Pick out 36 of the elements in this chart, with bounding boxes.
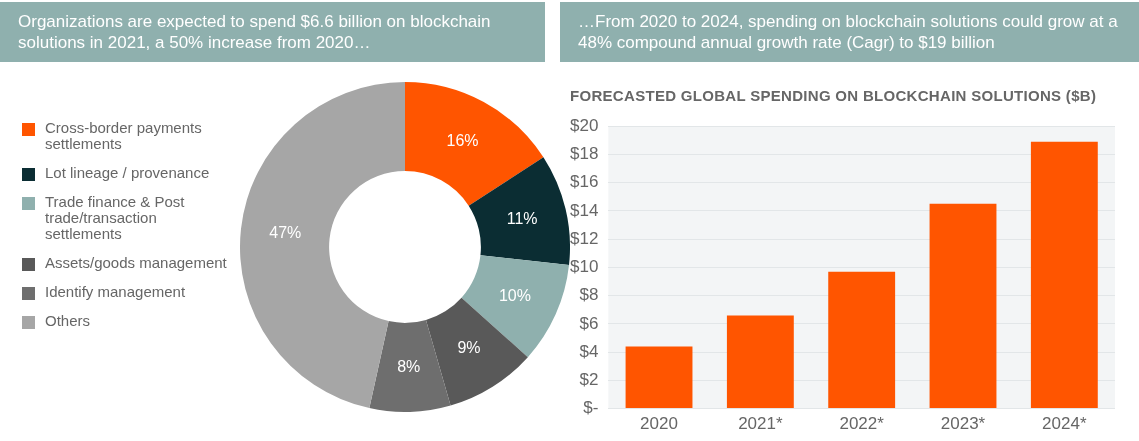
legend-label: Trade finance & Post trade/transaction settlements <box>45 193 186 242</box>
x-tick-label: 2024* <box>1042 414 1087 434</box>
x-tick-label: 2020 <box>640 414 678 434</box>
data-label: 11% <box>506 209 538 227</box>
bar <box>1030 141 1098 409</box>
legend-label: Lot lineage / provenance <box>45 164 210 181</box>
x-tick-label: 2023* <box>940 414 986 434</box>
legend-label: Assets/goods management <box>45 254 227 271</box>
bar <box>929 203 997 409</box>
y-tick-label: $2 <box>579 370 599 390</box>
bar <box>625 346 693 409</box>
legend-label: Cross-border payments settlements <box>45 119 203 152</box>
y-tick-label: $6 <box>579 313 599 333</box>
data-label: 9% <box>457 339 481 357</box>
chart-title: …From 2020 to 2024, spending on blockchain solutions could grow at a 48% compound annual growth rate (Cagr) to $19 billion <box>560 2 1139 62</box>
bar <box>828 271 896 409</box>
y-tick-label: $18 <box>569 144 599 164</box>
y-tick-label: $4 <box>579 341 599 361</box>
y-tick-label: $10 <box>569 257 599 277</box>
data-label: 47% <box>269 224 302 242</box>
data-label: 16% <box>446 131 479 149</box>
legend-label: Identify management <box>45 283 186 300</box>
x-tick-label: 2022* <box>839 414 885 434</box>
x-tick-label: 2021* <box>738 414 783 434</box>
chart-title: Organizations are expected to spend $6.6 billion on blockchain solutions in 2021, a 50% increase from 2020… <box>0 2 545 62</box>
y-tick-label: $12 <box>569 228 599 248</box>
legend-label: Others <box>45 312 91 329</box>
data-label: 8% <box>397 357 421 375</box>
y-tick-label: $8 <box>579 285 599 305</box>
data-label: 10% <box>498 286 531 304</box>
y-tick-label: $14 <box>569 200 599 220</box>
y-tick-label: $- <box>583 398 599 418</box>
y-tick-label: $20 <box>569 115 599 135</box>
chart-subtitle: FORECASTED GLOBAL SPENDING ON BLOCKCHAIN SOLUTIONS ($B) <box>570 87 1097 104</box>
bar <box>726 315 794 409</box>
y-tick-label: $16 <box>569 172 599 192</box>
